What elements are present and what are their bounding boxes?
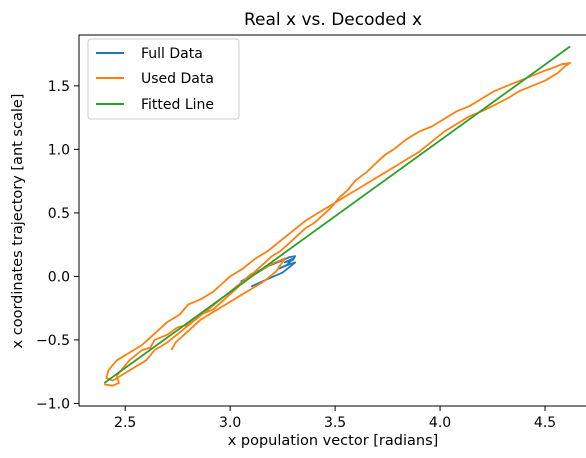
x-tick-label: 2.5: [114, 415, 136, 431]
x-tick-label: 3.0: [219, 415, 241, 431]
y-tick-label: 1.0: [48, 142, 70, 158]
x-tick-label: 4.0: [429, 415, 451, 431]
y-axis-ticks: −1.0 −0.5 0.0 0.5 1.0 1.5: [36, 79, 79, 412]
y-tick-label: 0.5: [48, 206, 70, 222]
x-axis-label: x population vector [radians]: [228, 433, 439, 449]
y-tick-label: 0.0: [48, 269, 70, 285]
legend-item-used-data: Used Data: [96, 71, 214, 87]
plot-frame: [78, 34, 586, 407]
legend-item-full-data: Full Data: [96, 46, 203, 62]
y-tick-label: −1.0: [36, 396, 70, 412]
legend-item-fitted-line: Fitted Line: [96, 97, 214, 113]
legend-box: [87, 38, 240, 120]
series-fitted-line: [103, 45, 571, 384]
x-tick-label: 4.5: [534, 415, 556, 431]
legend-label-full-data: Full Data: [141, 46, 203, 62]
x-axis-ticks: 2.5 3.0 3.5 4.0 4.5: [114, 406, 556, 431]
x-tick-label: 3.5: [324, 415, 346, 431]
legend: Full Data Used Data Fitted Line: [87, 38, 240, 120]
y-tick-label: −0.5: [36, 333, 70, 349]
legend-label-fitted-line: Fitted Line: [141, 97, 214, 113]
series-used-data: [104, 62, 572, 387]
legend-label-used-data: Used Data: [141, 71, 214, 87]
chart-title: Real x vs. Decoded x: [244, 10, 422, 30]
y-axis-label: x coordinates trajectory [ant scale]: [10, 94, 26, 349]
series-layer: [103, 45, 572, 387]
y-tick-label: 1.5: [48, 79, 70, 95]
